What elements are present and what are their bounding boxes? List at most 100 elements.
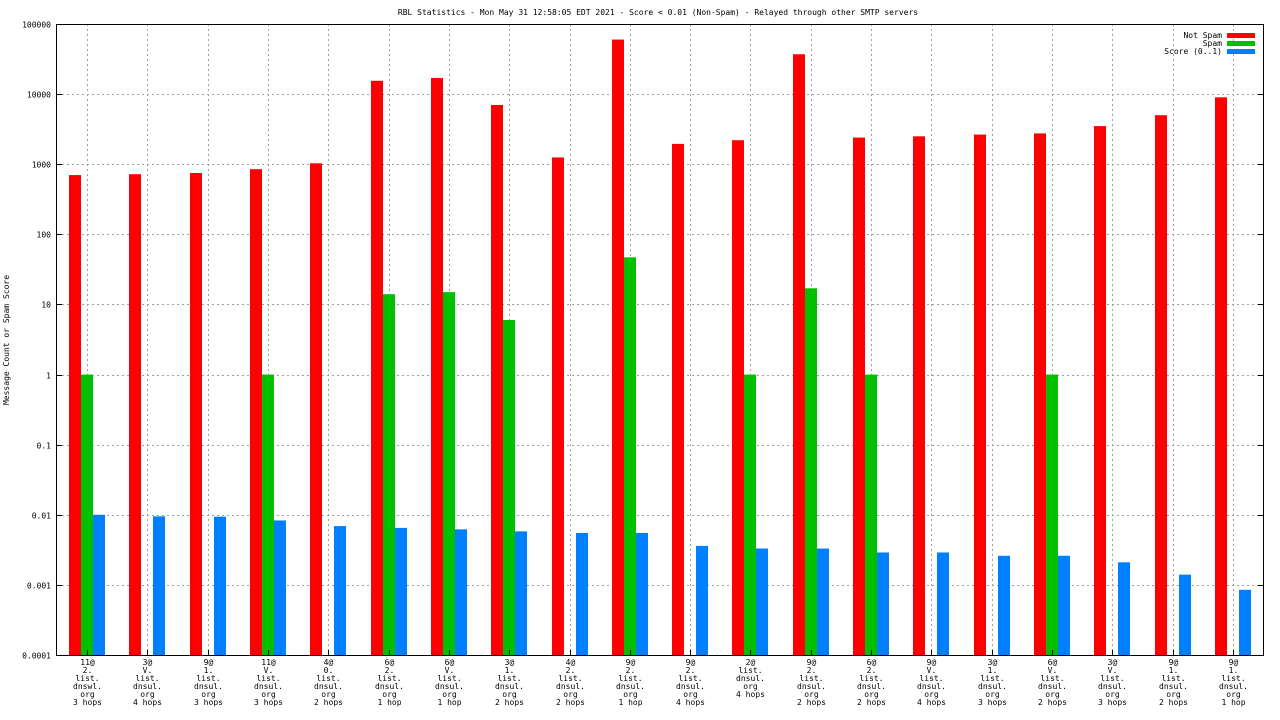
x-tick-label: 2. bbox=[83, 666, 93, 675]
bar-not-spam bbox=[1034, 133, 1046, 656]
bar-spam bbox=[865, 374, 877, 655]
y-tick-label: 1000 bbox=[32, 161, 51, 170]
x-tick-label: list. bbox=[135, 674, 159, 683]
grid-lines bbox=[57, 24, 1263, 655]
x-tick-label: 1. bbox=[505, 666, 515, 675]
x-tick-label: 3@ bbox=[143, 658, 153, 667]
x-tick-label: dnsul. bbox=[978, 682, 1007, 691]
bar-not-spam bbox=[1215, 97, 1227, 656]
x-tick-label: V. bbox=[445, 666, 455, 675]
x-tick-label: 2 hops bbox=[1159, 698, 1188, 707]
x-tick-label: 1. bbox=[204, 666, 214, 675]
x-tick-label: 6@ bbox=[385, 658, 395, 667]
bar-score-0-1 bbox=[93, 514, 105, 655]
bar-not-spam bbox=[491, 104, 503, 656]
x-tick-label: V. bbox=[143, 666, 153, 675]
bar-score-0-1 bbox=[1118, 562, 1130, 655]
bar-not-spam bbox=[672, 143, 684, 655]
bar-spam bbox=[383, 294, 395, 655]
legend-label: Spam bbox=[1203, 39, 1222, 48]
x-tick-label: list. bbox=[980, 674, 1004, 683]
x-tick-label: list. bbox=[377, 674, 401, 683]
bar-spam bbox=[503, 319, 515, 655]
legend-swatch bbox=[1227, 33, 1255, 38]
x-tick-label: list. bbox=[1100, 674, 1124, 683]
x-tick-label: org bbox=[321, 690, 336, 699]
x-tick-label: V. bbox=[1108, 666, 1118, 675]
x-tick-label: 4 hops bbox=[917, 698, 946, 707]
bar-score-0-1 bbox=[395, 527, 407, 655]
x-tick-label: 0. bbox=[324, 666, 334, 675]
bar-score-0-1 bbox=[274, 520, 286, 655]
bar-score-0-1 bbox=[636, 532, 648, 655]
x-tick-label: V. bbox=[264, 666, 274, 675]
x-tick-label: 4 hops bbox=[676, 698, 705, 707]
x-tick-label: org bbox=[442, 690, 457, 699]
x-tick-label: dnsul. bbox=[435, 682, 464, 691]
bar-spam bbox=[805, 288, 817, 655]
bar-score-0-1 bbox=[998, 555, 1010, 655]
x-tick-label: 2. bbox=[626, 666, 636, 675]
x-tick-label: V. bbox=[1048, 666, 1058, 675]
x-tick-label: org bbox=[804, 690, 819, 699]
x-tick-label: 3 hops bbox=[1098, 698, 1127, 707]
x-tick-label: 3 hops bbox=[73, 698, 102, 707]
y-tick-label: 0.01 bbox=[32, 512, 51, 521]
bar-score-0-1 bbox=[334, 526, 346, 655]
x-tick-label: 1 hop bbox=[377, 698, 401, 707]
x-tick-label: dnsul. bbox=[1098, 682, 1127, 691]
x-tick-label: list. bbox=[799, 674, 823, 683]
x-tick-label: org bbox=[985, 690, 1000, 699]
x-tick-label: 3 hops bbox=[978, 698, 1007, 707]
x-tick-label: dnsul. bbox=[194, 682, 223, 691]
legend-swatch bbox=[1227, 41, 1255, 46]
x-tick-label: 2 hops bbox=[797, 698, 826, 707]
y-tick-label: 10000 bbox=[27, 91, 51, 100]
x-tick-label: 2. bbox=[807, 666, 817, 675]
bar-not-spam bbox=[913, 136, 925, 655]
y-axis-label: Message Count or Spam Score bbox=[2, 275, 11, 405]
x-tick-label: dnsul. bbox=[616, 682, 645, 691]
bar-spam bbox=[1046, 374, 1058, 655]
x-tick-label: org bbox=[563, 690, 578, 699]
x-tick-label: 2@ bbox=[746, 658, 756, 667]
x-tick-label: org bbox=[502, 690, 517, 699]
bars bbox=[69, 39, 1251, 656]
x-tick-label: list. bbox=[1040, 674, 1064, 683]
legend-label: Score (0..1) bbox=[1164, 47, 1222, 56]
bar-not-spam bbox=[1155, 115, 1167, 655]
x-tick-label: dnsul. bbox=[917, 682, 946, 691]
bar-score-0-1 bbox=[214, 516, 226, 655]
x-tick-label: 3 hops bbox=[254, 698, 283, 707]
x-tick-label: org bbox=[924, 690, 939, 699]
y-tick-label: 100000 bbox=[22, 21, 51, 30]
x-tick-label: list. bbox=[75, 674, 99, 683]
y-tick-label: 100 bbox=[37, 231, 52, 240]
x-tick-label: 3 hops bbox=[194, 698, 223, 707]
x-tick-label: list. bbox=[1161, 674, 1185, 683]
bar-not-spam bbox=[310, 163, 322, 655]
bar-score-0-1 bbox=[877, 552, 889, 655]
x-tick-label: dnsul. bbox=[375, 682, 404, 691]
x-tick-label: list. bbox=[738, 666, 762, 675]
bar-not-spam bbox=[552, 157, 564, 656]
bar-not-spam bbox=[69, 175, 81, 655]
bar-score-0-1 bbox=[576, 532, 588, 655]
x-tick-label: list. bbox=[678, 674, 702, 683]
bar-spam bbox=[624, 257, 636, 655]
x-tick-label: dnsul. bbox=[797, 682, 826, 691]
x-tick-label: 3@ bbox=[505, 658, 515, 667]
x-tick-label: org bbox=[743, 682, 758, 691]
x-tick-label: org bbox=[1105, 690, 1120, 699]
x-tick-label: 2. bbox=[566, 666, 576, 675]
x-tick-label: org bbox=[382, 690, 397, 699]
bar-spam bbox=[744, 374, 756, 655]
x-tick-label: 9@ bbox=[927, 658, 937, 667]
x-tick-label: dnsul. bbox=[314, 682, 343, 691]
bar-score-0-1 bbox=[1179, 574, 1191, 655]
y-tick-label: 10 bbox=[41, 301, 51, 310]
x-tick-label: 6@ bbox=[1048, 658, 1058, 667]
x-tick-label: org bbox=[1045, 690, 1060, 699]
y-tick-label: 1 bbox=[46, 372, 51, 381]
plot-frame bbox=[56, 24, 1264, 656]
